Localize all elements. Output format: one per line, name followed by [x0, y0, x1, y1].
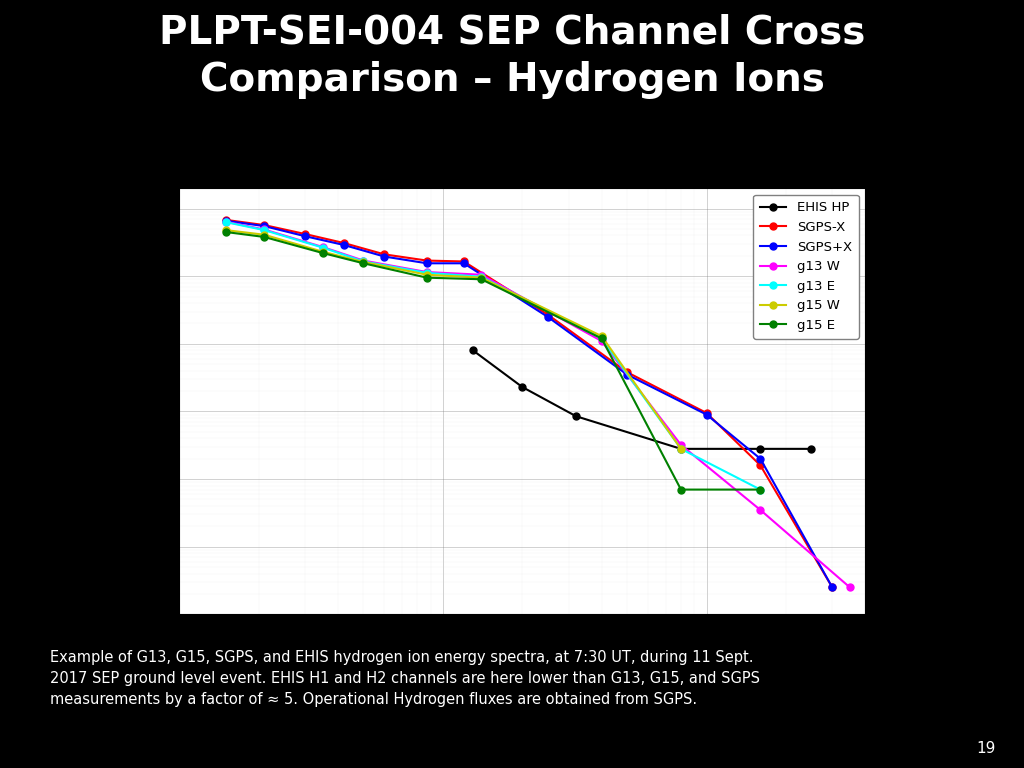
g13 W — [844, 583, 856, 592]
SGPS+X — [219, 216, 231, 225]
SGPS+X — [258, 221, 270, 230]
g13 W — [357, 256, 370, 265]
SGPS+X — [542, 313, 554, 322]
g15 E — [675, 485, 687, 494]
SGPS+X — [378, 252, 390, 261]
SGPS-X — [378, 250, 390, 259]
g15 W — [219, 226, 231, 235]
SGPS+X — [826, 583, 839, 592]
EHIS HP — [570, 412, 583, 421]
g13 W — [316, 243, 329, 252]
SGPS-X — [700, 409, 713, 418]
g13 W — [421, 267, 433, 276]
SGPS+X — [621, 370, 633, 379]
SGPS-X — [755, 461, 767, 470]
g13 W — [258, 225, 270, 234]
EHIS HP — [467, 346, 479, 355]
Legend: EHIS HP, SGPS-X, SGPS+X, g13 W, g13 E, g15 W, g15 E: EHIS HP, SGPS-X, SGPS+X, g13 W, g13 E, g… — [754, 195, 859, 339]
SGPS-X — [542, 310, 554, 319]
g13 W — [755, 505, 767, 515]
Text: 19: 19 — [976, 741, 995, 756]
Line: g13 W: g13 W — [222, 218, 853, 591]
Line: g13 E: g13 E — [222, 219, 764, 493]
g13 W — [596, 336, 608, 346]
g13 E — [675, 444, 687, 453]
EHIS HP — [755, 444, 767, 453]
SGPS+X — [299, 232, 311, 241]
SGPS-X — [258, 220, 270, 230]
SGPS+X — [421, 259, 433, 268]
Text: Example of G13, G15, SGPS, and EHIS hydrogen ion energy spectra, at 7:30 UT, dur: Example of G13, G15, SGPS, and EHIS hydr… — [50, 650, 760, 707]
Line: g15 E: g15 E — [222, 229, 764, 493]
SGPS+X — [700, 410, 713, 419]
g15 E — [258, 233, 270, 242]
g13 E — [755, 485, 767, 494]
SGPS-X — [826, 583, 839, 592]
g15 W — [357, 257, 370, 266]
SGPS-X — [299, 230, 311, 239]
g15 E — [475, 275, 487, 284]
Title: G16 EHIS Hydrogen (Prime Mode); 2017-09-11 07:30:00 UT: G16 EHIS Hydrogen (Prime Mode); 2017-09-… — [325, 170, 720, 183]
Line: EHIS HP: EHIS HP — [469, 347, 815, 452]
SGPS-X — [621, 368, 633, 377]
X-axis label: Energy (MeV): Energy (MeV) — [466, 647, 579, 664]
g15 E — [755, 485, 767, 494]
Line: SGPS+X: SGPS+X — [222, 217, 836, 591]
g13 E — [421, 268, 433, 277]
g15 E — [357, 259, 370, 268]
SGPS-X — [219, 215, 231, 224]
SGPS-X — [337, 238, 349, 247]
g13 E — [475, 272, 487, 281]
EHIS HP — [675, 444, 687, 453]
g15 W — [421, 270, 433, 280]
g13 E — [258, 226, 270, 235]
Line: g15 W: g15 W — [222, 227, 684, 452]
g15 W — [258, 230, 270, 240]
g13 E — [596, 334, 608, 343]
g15 W — [316, 247, 329, 257]
g13 W — [219, 217, 231, 227]
SGPS+X — [755, 454, 767, 463]
g13 E — [316, 243, 329, 252]
g15 E — [316, 248, 329, 257]
Line: SGPS-X: SGPS-X — [222, 217, 836, 591]
Text: PLPT-SEI-004 SEP Channel Cross
Comparison – Hydrogen Ions: PLPT-SEI-004 SEP Channel Cross Compariso… — [159, 14, 865, 99]
g15 W — [596, 332, 608, 341]
g15 W — [475, 273, 487, 283]
SGPS+X — [337, 240, 349, 250]
EHIS HP — [516, 382, 528, 392]
g15 E — [219, 227, 231, 237]
g15 E — [421, 273, 433, 283]
g13 E — [357, 257, 370, 266]
EHIS HP — [805, 444, 817, 453]
g13 E — [219, 217, 231, 227]
g13 W — [675, 440, 687, 449]
SGPS+X — [458, 259, 470, 268]
g15 E — [596, 334, 608, 343]
g15 W — [675, 444, 687, 453]
g13 W — [475, 270, 487, 280]
Y-axis label: p/(cm^2 s sr MeV): p/(cm^2 s sr MeV) — [120, 337, 134, 465]
SGPS-X — [421, 256, 433, 265]
SGPS-X — [458, 257, 470, 266]
